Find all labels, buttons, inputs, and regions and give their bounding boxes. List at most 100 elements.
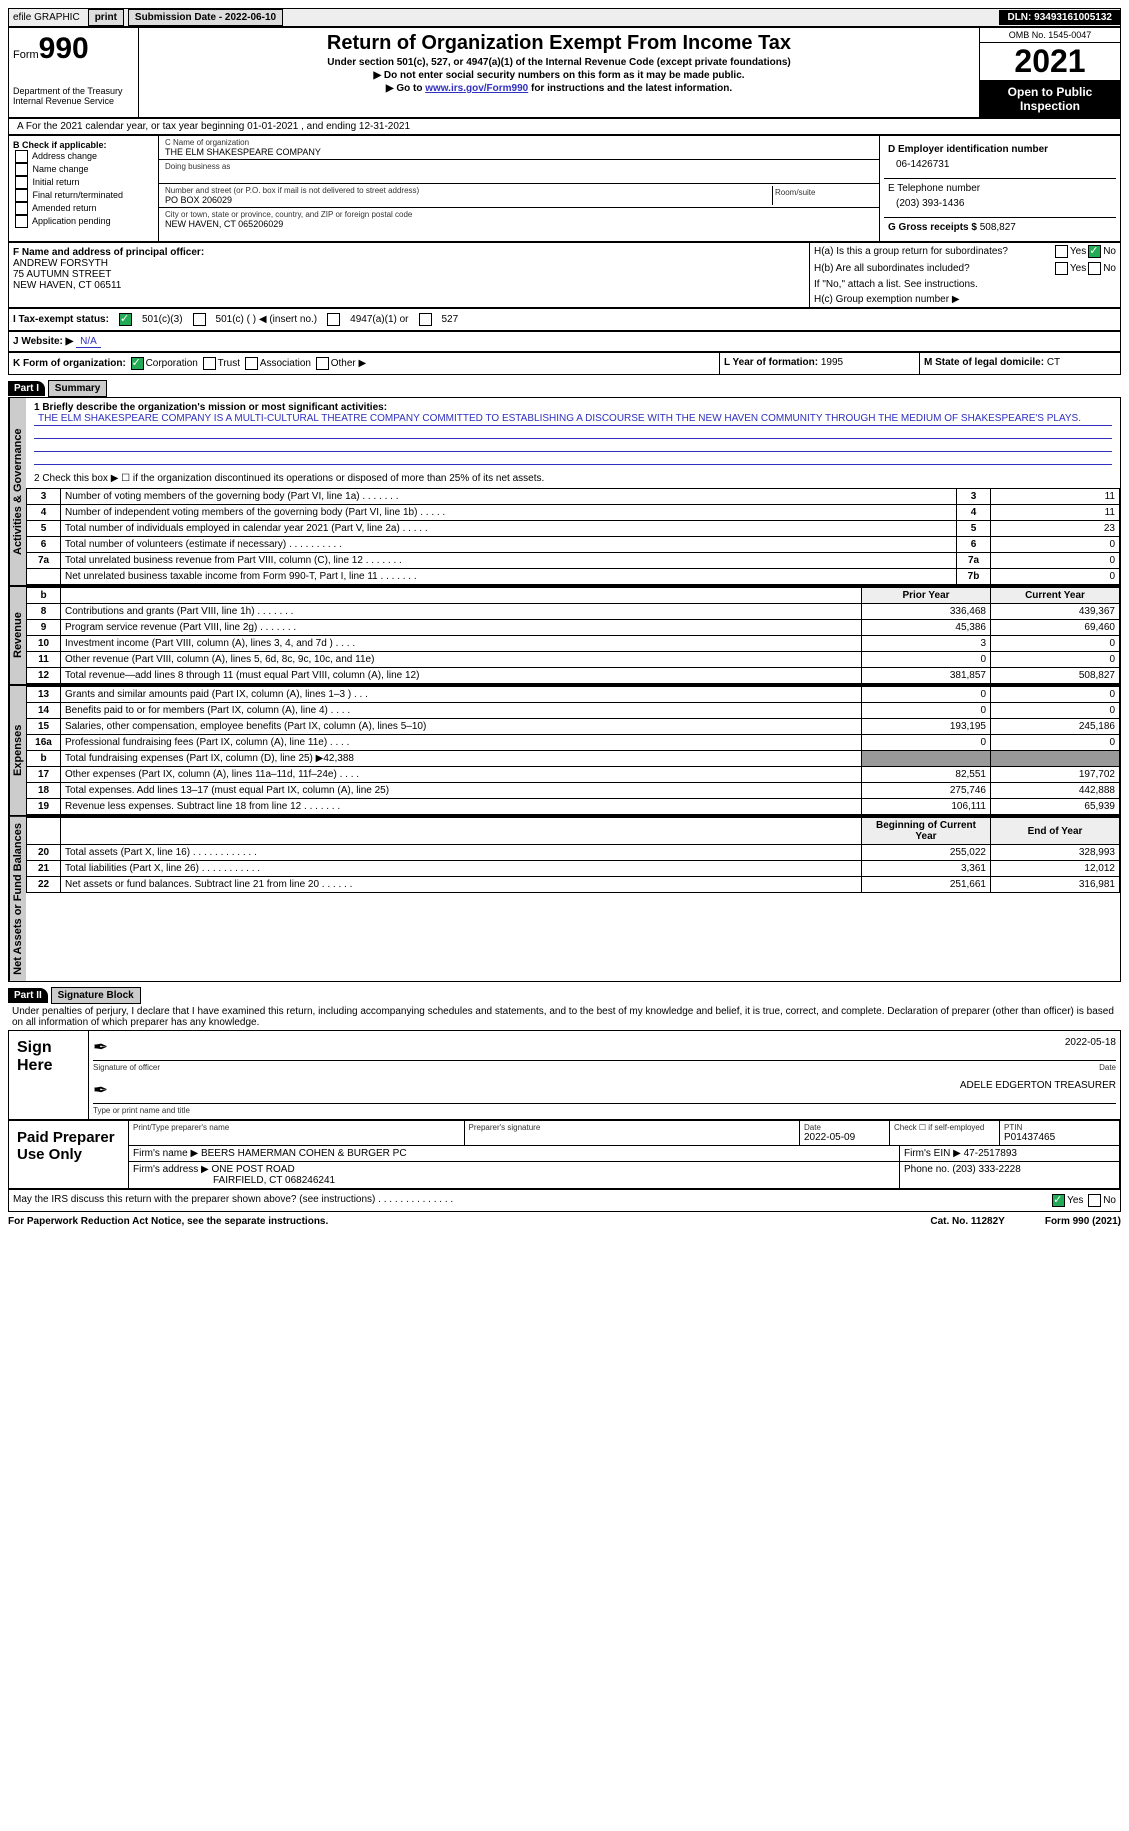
- b-label: B Check if applicable:: [13, 140, 107, 150]
- prep-date: 2022-05-09: [804, 1132, 885, 1143]
- org-city: NEW HAVEN, CT 065206029: [165, 219, 873, 229]
- officer-street: 75 AUTUMN STREET: [13, 269, 111, 280]
- irs-link[interactable]: www.irs.gov/Form990: [425, 83, 528, 94]
- subtitle-1: Under section 501(c), 527, or 4947(a)(1)…: [143, 57, 975, 68]
- i-501c3[interactable]: 501(c)(3): [142, 314, 183, 325]
- table-exp: 13Grants and similar amounts paid (Part …: [26, 686, 1120, 815]
- k-assoc[interactable]: Association: [260, 358, 311, 369]
- tel-lbl: E Telephone number: [888, 183, 980, 194]
- i-501c[interactable]: 501(c) ( ) ◀ (insert no.): [216, 314, 318, 325]
- sign-here-label: Sign Here: [9, 1031, 89, 1119]
- ein-val: 06-1426731: [888, 155, 1112, 174]
- sign-block: Sign Here ✒2022-05-18 Signature of offic…: [8, 1030, 1121, 1120]
- prep-selfemp[interactable]: Check ☐ if self-employed: [890, 1121, 1000, 1145]
- form-word: Form: [13, 49, 39, 61]
- hb-yes[interactable]: Yes: [1070, 263, 1086, 274]
- topbar: efile GRAPHIC print Submission Date - 20…: [8, 8, 1121, 27]
- print-button[interactable]: print: [88, 9, 124, 26]
- vlabel-na: Net Assets or Fund Balances: [9, 817, 26, 981]
- k-other[interactable]: Other ▶: [331, 358, 366, 369]
- firm-ein-lbl: Firm's EIN ▶: [904, 1148, 961, 1159]
- mission-text: THE ELM SHAKESPEARE COMPANY IS A MULTI-C…: [34, 413, 1112, 426]
- irs-label: Internal Revenue Service: [13, 96, 134, 106]
- firm-ein: 47-2517893: [964, 1148, 1017, 1159]
- tax-year: 2021: [980, 43, 1120, 81]
- org-addr: PO BOX 206029: [165, 195, 772, 205]
- cb-initial[interactable]: Initial return: [33, 177, 80, 187]
- row-i: I Tax-exempt status: 501(c)(3) 501(c) ( …: [8, 308, 1121, 331]
- part1-header: Part I Summary: [8, 375, 1121, 397]
- may-discuss: May the IRS discuss this return with the…: [8, 1189, 1121, 1212]
- may-no[interactable]: No: [1103, 1195, 1116, 1206]
- k-trust[interactable]: Trust: [218, 358, 240, 369]
- prep-date-lbl: Date: [804, 1123, 885, 1132]
- hc-label: H(c) Group exemption number ▶: [810, 292, 1120, 307]
- cb-amended[interactable]: Amended return: [32, 203, 97, 213]
- f-label: F Name and address of principal officer:: [13, 247, 204, 258]
- l2-text: 2 Check this box ▶ ☐ if the organization…: [26, 469, 1120, 488]
- submission-date: Submission Date - 2022-06-10: [128, 9, 283, 26]
- table-ag: 3Number of voting members of the governi…: [26, 488, 1120, 585]
- row-klm: K Form of organization: Corporation Trus…: [8, 352, 1121, 375]
- form-header: Form990 Department of the Treasury Inter…: [8, 27, 1121, 118]
- m-label: M State of legal domicile:: [924, 357, 1044, 368]
- firm-name: BEERS HAMERMAN COHEN & BURGER PC: [201, 1148, 407, 1159]
- city-lbl: City or town, state or province, country…: [165, 210, 873, 219]
- section-bcd: B Check if applicable: Address change Na…: [8, 135, 1121, 242]
- part1-rev: Revenue bPrior YearCurrent Year8Contribu…: [8, 586, 1121, 685]
- firm-ph: (203) 333-2228: [952, 1164, 1020, 1175]
- table-rev: bPrior YearCurrent Year8Contributions an…: [26, 587, 1120, 684]
- k-label: K Form of organization:: [13, 358, 126, 369]
- cb-final[interactable]: Final return/terminated: [33, 190, 124, 200]
- i-527[interactable]: 527: [442, 314, 459, 325]
- signer-name: ADELE EDGERTON TREASURER: [960, 1080, 1116, 1101]
- hb-no[interactable]: No: [1103, 263, 1116, 274]
- may-yes[interactable]: Yes: [1067, 1195, 1083, 1206]
- vlabel-ag: Activities & Governance: [9, 398, 26, 585]
- prep-label: Paid Preparer Use Only: [9, 1121, 129, 1188]
- vlabel-exp: Expenses: [9, 686, 26, 815]
- ein-lbl: D Employer identification number: [888, 144, 1048, 155]
- firm-addr-lbl: Firm's address ▶: [133, 1164, 209, 1175]
- part1-title: Summary: [48, 380, 108, 397]
- dln-label: DLN: 93493161005132: [999, 10, 1120, 25]
- officer-name: ANDREW FORSYTH: [13, 258, 108, 269]
- l1-label: 1 Briefly describe the organization's mi…: [34, 402, 387, 413]
- ha-no[interactable]: No: [1103, 246, 1116, 257]
- room-lbl: Room/suite: [773, 186, 873, 205]
- may-q: May the IRS discuss this return with the…: [13, 1194, 453, 1207]
- section-fh: F Name and address of principal officer:…: [8, 242, 1121, 308]
- hb-label: H(b) Are all subordinates included?: [814, 263, 1053, 274]
- part2-header: Part II Signature Block: [8, 982, 1121, 1004]
- firm-ph-lbl: Phone no.: [904, 1164, 950, 1175]
- footer: For Paperwork Reduction Act Notice, see …: [8, 1212, 1121, 1231]
- table-na: Beginning of Current YearEnd of Year20To…: [26, 817, 1120, 893]
- sign-date: 2022-05-18: [1065, 1037, 1116, 1058]
- dept-label: Department of the Treasury: [13, 86, 134, 96]
- org-name: THE ELM SHAKESPEARE COMPANY: [165, 147, 873, 157]
- ha-yes[interactable]: Yes: [1070, 246, 1086, 257]
- k-corp[interactable]: Corporation: [146, 358, 198, 369]
- goto-post: for instructions and the latest informat…: [528, 83, 732, 94]
- subtitle-2: ▶ Do not enter social security numbers o…: [143, 70, 975, 81]
- part2-title: Signature Block: [51, 987, 141, 1004]
- name-lbl: C Name of organization: [165, 138, 873, 147]
- row-j: J Website: ▶ N/A: [8, 331, 1121, 352]
- cb-address[interactable]: Address change: [32, 151, 97, 161]
- preparer-block: Paid Preparer Use Only Print/Type prepar…: [8, 1120, 1121, 1189]
- line-a: A For the 2021 calendar year, or tax yea…: [8, 118, 1121, 135]
- website-val: N/A: [76, 336, 101, 348]
- prep-name-lbl: Print/Type preparer's name: [133, 1123, 460, 1132]
- ptin-lbl: PTIN: [1004, 1123, 1115, 1132]
- footer-left: For Paperwork Reduction Act Notice, see …: [8, 1216, 328, 1227]
- firm-lbl: Firm's name ▶: [133, 1148, 198, 1159]
- addr-lbl: Number and street (or P.O. box if mail i…: [165, 186, 772, 195]
- cb-name[interactable]: Name change: [33, 164, 89, 174]
- part2-label: Part II: [8, 988, 48, 1003]
- tel-val: (203) 393-1436: [888, 194, 1112, 213]
- l-val: 1995: [821, 357, 843, 368]
- date-label: Date: [1099, 1063, 1116, 1072]
- i-label: I Tax-exempt status:: [13, 314, 109, 325]
- cb-pending[interactable]: Application pending: [32, 216, 111, 226]
- i-4947[interactable]: 4947(a)(1) or: [350, 314, 408, 325]
